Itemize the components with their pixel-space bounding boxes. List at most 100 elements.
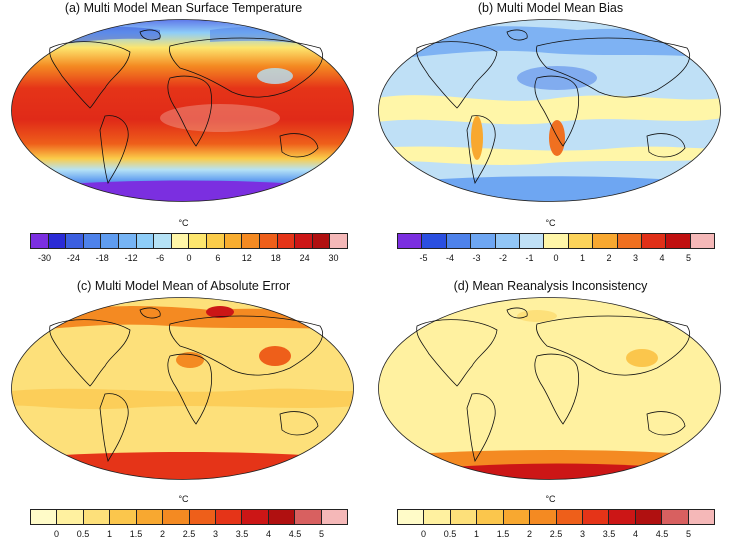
colorbar-cell [641,234,667,248]
colorbar-cell [422,234,447,248]
colorbar-tick-label: 1.5 [496,529,510,539]
map-mean-bias [378,19,721,202]
colorbar-cell [66,234,84,248]
colorbar-tick-label: -6 [156,253,165,263]
colorbar-tick-label: 1 [106,529,113,539]
colorbar-cell [31,234,49,248]
colorbar-cell [189,510,216,524]
colorbar-cell [593,234,618,248]
colorbar-tick-label: 2 [159,529,166,539]
colorbar-tick-label: -24 [66,253,80,263]
colorbar-cell [617,234,642,248]
colorbar-cell [189,234,208,248]
colorbar-ticks: -30 -24 -18 -12 -6 0 6 12 18 24 30 [30,253,348,267]
colorbar [30,233,348,249]
colorbar-tick-label: -4 [445,253,455,263]
colorbar-cell [136,510,164,524]
panel-title: (d) Mean Reanalysis Inconsistency [453,279,648,293]
colorbar-cell [582,510,610,524]
panel-c: (c) Multi Model Mean of Absolute Error °… [0,278,367,547]
colorbar-cell [171,234,190,248]
colorbar-cell [57,510,84,524]
colorbar-tick-label: 2 [526,529,533,539]
colorbar-cell [568,234,594,248]
colorbar-cell [495,234,520,248]
colorbar-tick-label: 24 [299,253,310,263]
colorbar-cell [330,234,347,248]
colorbar-tick-label: 4 [659,253,665,263]
colorbar-tick-label: 0.5 [443,529,457,539]
colorbar-tick-label: 2 [606,253,612,263]
colorbar-cell [312,234,331,248]
colorbar-tick-label: 5 [685,529,692,539]
colorbar-cell [48,234,67,248]
colorbar-tick-label: -5 [419,253,428,263]
colorbar-tick-label: 6 [215,253,221,263]
colorbar-tick-label: -18 [95,253,109,263]
colorbar-cell [688,510,715,524]
colorbar-cell [556,510,583,524]
colorbar-cell [163,510,190,524]
colorbar-cell [31,510,58,524]
colorbar-cell [277,234,296,248]
colorbar-tick-label: 5 [685,253,692,263]
colorbar-tick-label: -3 [472,253,481,263]
colorbar-tick-label: 5 [318,529,325,539]
colorbar-tick-label: 3 [212,529,219,539]
colorbar-cell [136,234,155,248]
colorbar-tick-label: 3.5 [235,529,249,539]
colorbar-tick-label: 0 [420,529,427,539]
colorbar-tick-label: 4 [265,529,272,539]
colorbar-cell [207,234,225,248]
colorbar-cell [101,234,120,248]
colorbar-tick-label: 3 [579,529,586,539]
colorbar-tick-label: -1 [525,253,534,263]
colorbar-tick-label: 3.5 [602,529,616,539]
colorbar-unit: °C [178,218,189,228]
colorbar-ticks: 0 0.5 1 1.5 2 2.5 3 3.5 4 4.5 5 [397,529,715,543]
colorbar-unit: °C [545,218,556,228]
colorbar-cell [471,234,496,248]
colorbar-cell [119,234,137,248]
colorbar-cell [83,234,102,248]
colorbar-tick-label: 4.5 [655,529,669,539]
map-absolute-error [11,297,354,480]
colorbar-cell [321,510,348,524]
colorbar-tick-label: 0 [186,253,192,263]
colorbar-cell [424,510,451,524]
colorbar-cell [635,510,663,524]
colorbar-cell [295,234,313,248]
colorbar-cell [398,510,425,524]
colorbar-cell [224,234,243,248]
colorbar-cell [398,234,423,248]
colorbar-cell [215,510,243,524]
colorbar-tick-label: 0 [553,253,559,263]
colorbar-cell [242,234,260,248]
colorbar-cell [544,234,569,248]
colorbar-tick-label: -12 [124,253,138,263]
colorbar [30,509,348,525]
panel-a: (a) Multi Model Mean Surface Temperature [0,0,367,273]
colorbar-cell [154,234,172,248]
colorbar-cell [259,234,278,248]
colorbar-tick-label: -2 [498,253,508,263]
colorbar-unit: °C [178,494,189,504]
colorbar-cell [110,510,137,524]
panel-b: (b) Multi Model Mean Bias °C -5 -4 -3 -2 -1 0… [367,0,734,273]
colorbar-cell [295,510,322,524]
colorbar-ticks: 0 0.5 1 1.5 2 2.5 3 3.5 4 4.5 5 [30,529,348,543]
colorbar-ticks: -5 -4 -3 -2 -1 0 1 2 3 4 5 [397,253,715,267]
colorbar-cell [503,510,531,524]
colorbar [397,509,715,525]
colorbar-tick-label: 0 [53,529,60,539]
colorbar-tick-label: 3 [632,253,639,263]
colorbar-tick-label: 30 [328,253,339,263]
colorbar-tick-label: 0.5 [76,529,90,539]
colorbar-tick-label: 18 [270,253,281,263]
colorbar-cell [446,234,472,248]
panel-title: (a) Multi Model Mean Surface Temperature [64,1,303,15]
colorbar-cell [477,510,504,524]
colorbar-cell [268,510,296,524]
colorbar-tick-label: 1 [579,253,586,263]
colorbar-tick-label: 2.5 [549,529,563,539]
